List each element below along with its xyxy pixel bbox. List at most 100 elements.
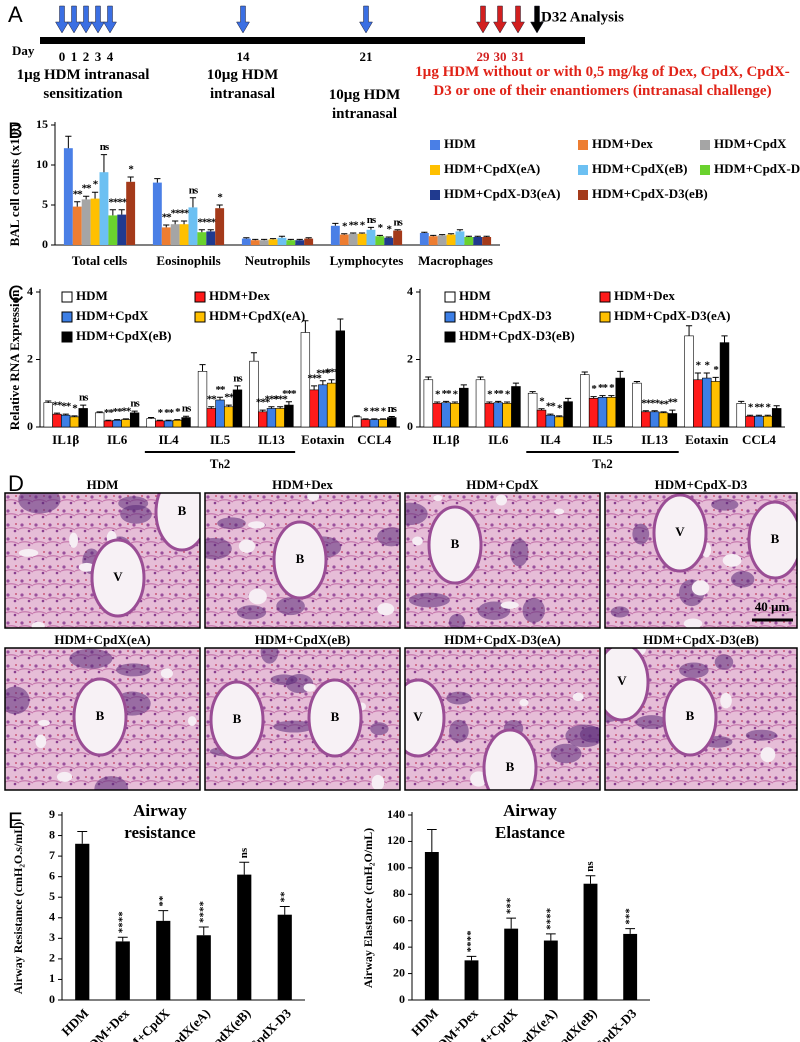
bar — [473, 237, 483, 245]
bar — [763, 415, 773, 428]
significance: * — [217, 192, 223, 204]
y-axis-label: BAL cell counts (x10⁵) — [7, 124, 22, 247]
error-bar — [234, 385, 241, 390]
significance: ** — [442, 388, 453, 400]
bar — [432, 403, 442, 428]
alveolus — [433, 494, 443, 502]
x-tick-label: HDM+Dex — [78, 1005, 132, 1042]
error-bar — [243, 237, 250, 239]
significance: * — [713, 364, 719, 376]
legend-label: HDM — [76, 288, 108, 303]
bar — [393, 230, 403, 245]
error-bar — [625, 928, 636, 934]
significance: * — [705, 360, 711, 372]
significance: ** — [494, 388, 505, 400]
bar — [493, 402, 503, 428]
error-bar — [208, 406, 215, 409]
cell-cluster — [632, 523, 650, 545]
bar — [206, 231, 216, 245]
alveolus — [69, 532, 79, 548]
lumen — [405, 678, 446, 758]
error-bar — [545, 933, 556, 941]
micrograph — [405, 493, 600, 628]
error-bar — [371, 418, 378, 420]
bar — [179, 224, 189, 245]
error-bar — [486, 401, 493, 404]
bar — [641, 411, 651, 428]
y-tick-label: 40 — [393, 939, 405, 953]
bar — [206, 408, 216, 428]
arrow — [67, 5, 81, 34]
significance: *** — [307, 372, 322, 384]
y-tick-label: 120 — [387, 833, 405, 847]
significance: * — [360, 220, 366, 232]
error-bar — [694, 372, 702, 380]
micrograph-title: HDM+CpdX(eB) — [255, 632, 351, 647]
lumen — [652, 493, 708, 573]
error-bar — [165, 419, 172, 421]
arrow — [493, 5, 507, 34]
bar — [348, 233, 358, 245]
x-tick-label: Lymphocytes — [330, 253, 404, 268]
bar — [384, 237, 394, 245]
y-tick-label: 9 — [49, 807, 55, 821]
bar — [387, 417, 397, 428]
bar — [266, 408, 277, 428]
significance: **** — [544, 907, 556, 930]
error-bar — [564, 397, 572, 402]
bar — [366, 229, 376, 245]
legend-label: HDM+CpdX-D3 — [459, 308, 552, 323]
structure-label: B — [296, 551, 305, 566]
legend-swatch — [61, 291, 73, 303]
day-label: Day — [12, 43, 35, 58]
bar — [545, 414, 556, 428]
bar — [437, 235, 447, 245]
bar — [527, 392, 538, 428]
cell-cluster — [522, 597, 545, 623]
x-tick-label: CCL4 — [742, 432, 776, 447]
arrow — [103, 5, 117, 34]
significance: ** — [61, 401, 72, 413]
structure-label: V — [413, 709, 423, 724]
error-bar — [755, 414, 763, 417]
error-bar — [180, 220, 188, 225]
error-bar — [332, 222, 339, 226]
alveolus — [38, 719, 50, 727]
significance: **** — [116, 911, 128, 934]
error-bar — [466, 955, 477, 961]
error-bar — [512, 382, 520, 387]
significance: ** — [370, 405, 381, 417]
error-bar — [388, 416, 395, 418]
legend-label: HDM — [444, 136, 476, 151]
bar — [615, 377, 625, 428]
micrograph — [5, 648, 200, 790]
bar — [352, 416, 362, 428]
legend-label: HDM — [459, 288, 491, 303]
micrograph-title: HDM+CpdX-D3(eA) — [444, 632, 560, 647]
cell-cluster — [679, 662, 709, 679]
micrograph-title: HDM+CpdX-D3(eB) — [643, 632, 759, 647]
alveolus — [18, 549, 39, 557]
significance: * — [487, 389, 493, 401]
legend-swatch — [599, 311, 611, 323]
bar — [658, 412, 669, 428]
bar — [112, 419, 122, 428]
error-bar — [114, 419, 121, 421]
y-tick-label: 140 — [387, 807, 405, 821]
legend-label: HDM+CpdX(eA) — [444, 161, 540, 176]
micrograph-frame — [204, 492, 401, 629]
x-tick-label: IL5 — [592, 432, 613, 447]
bar — [455, 231, 465, 245]
error-bar — [764, 414, 771, 417]
y-tick-label: 4 — [407, 284, 413, 298]
cell-cluster — [448, 613, 466, 628]
error-bar — [319, 380, 326, 385]
significance: * — [387, 224, 393, 236]
error-bar — [239, 861, 250, 875]
error-bar — [287, 238, 294, 241]
error-bar — [376, 234, 383, 237]
significance: ** — [349, 220, 360, 232]
day-tick-label: 21 — [360, 49, 373, 64]
bar — [375, 236, 385, 245]
